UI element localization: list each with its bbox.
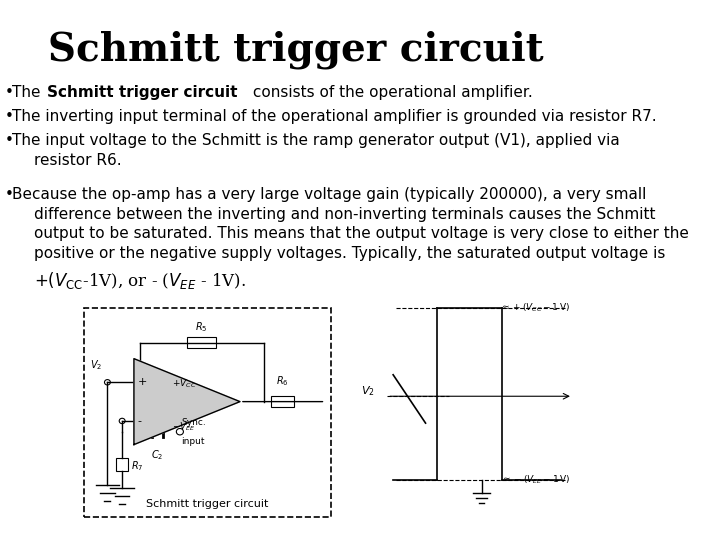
Text: •: • bbox=[5, 85, 14, 100]
Text: $V_2$: $V_2$ bbox=[361, 384, 374, 398]
Bar bbox=[187, 337, 217, 348]
Text: +: + bbox=[138, 377, 147, 387]
FancyBboxPatch shape bbox=[84, 308, 331, 517]
Text: $\approx -(V_{EE} - 1\,\mathrm{V})$: $\approx -(V_{EE} - 1\,\mathrm{V})$ bbox=[501, 473, 570, 486]
Text: •: • bbox=[5, 133, 14, 148]
Text: $R_6$: $R_6$ bbox=[276, 374, 289, 388]
Text: input: input bbox=[181, 437, 204, 446]
Text: output to be saturated. This means that the output voltage is very close to eith: output to be saturated. This means that … bbox=[35, 226, 689, 241]
Text: $C_2$: $C_2$ bbox=[151, 448, 163, 462]
Text: $+V_{CC}$: $+V_{CC}$ bbox=[172, 377, 197, 390]
Text: $\approx +(V_{CC} - 1\,\mathrm{V})$: $\approx +(V_{CC} - 1\,\mathrm{V})$ bbox=[500, 301, 570, 314]
Text: difference between the inverting and non-inverting terminals causes the Schmitt: difference between the inverting and non… bbox=[35, 207, 656, 221]
Bar bbox=[271, 396, 294, 407]
Text: resistor R6.: resistor R6. bbox=[35, 153, 122, 168]
Text: $-V_{EE}$: $-V_{EE}$ bbox=[172, 421, 196, 433]
Text: Schmitt trigger circuit: Schmitt trigger circuit bbox=[48, 31, 544, 70]
Text: Sync.: Sync. bbox=[181, 418, 206, 427]
Text: The: The bbox=[12, 85, 45, 100]
Text: $+(V_{\mathrm{CC}}$-1V), or - ($V_{\mathit{EE}}$ - 1V).: $+(V_{\mathrm{CC}}$-1V), or - ($V_{\math… bbox=[35, 270, 246, 291]
Text: •: • bbox=[5, 109, 14, 124]
Text: The input voltage to the Schmitt is the ramp generator output (V1), applied via: The input voltage to the Schmitt is the … bbox=[12, 133, 620, 148]
Text: -: - bbox=[138, 416, 141, 426]
Text: $R_5$: $R_5$ bbox=[195, 321, 208, 334]
Text: The inverting input terminal of the operational amplifier is grounded via resist: The inverting input terminal of the oper… bbox=[12, 109, 657, 124]
Text: Schmitt trigger circuit: Schmitt trigger circuit bbox=[48, 85, 238, 100]
Text: $R_7$: $R_7$ bbox=[131, 459, 143, 473]
Text: Schmitt trigger circuit: Schmitt trigger circuit bbox=[146, 499, 269, 509]
Bar bbox=[116, 458, 128, 471]
Text: positive or the negative supply voltages. Typically, the saturated output voltag: positive or the negative supply voltages… bbox=[35, 246, 666, 261]
Text: •: • bbox=[5, 187, 14, 202]
Text: consists of the operational amplifier.: consists of the operational amplifier. bbox=[248, 85, 533, 100]
Text: $V_2$: $V_2$ bbox=[90, 357, 102, 372]
Polygon shape bbox=[134, 359, 240, 444]
Text: Because the op-amp has a very large voltage gain (typically 200000), a very smal: Because the op-amp has a very large volt… bbox=[12, 187, 647, 202]
